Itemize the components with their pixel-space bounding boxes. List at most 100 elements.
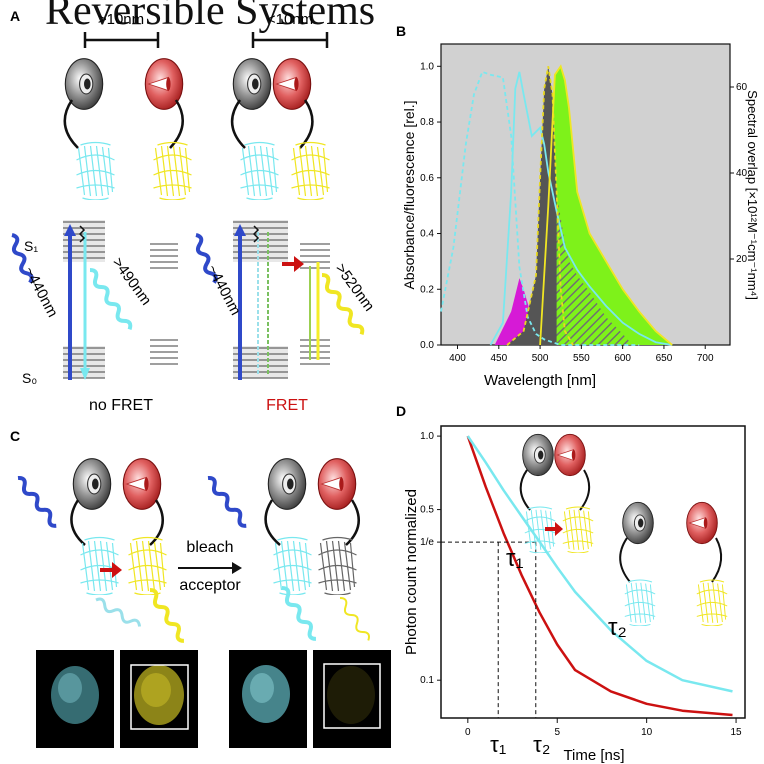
- panel-d: D 0 5 10 15 1.0 0.5 1/e 0.1 Time [ns] Photon c…: [396, 403, 746, 764]
- panel-b: B 400 450 500 550 600 650 700 0.0 0.2 0.4 0.6 0.8 1…: [396, 23, 760, 389]
- x-tick-label: 5: [554, 727, 560, 738]
- linker: [299, 99, 314, 149]
- panel-a-label: A: [10, 8, 20, 24]
- excitation-wavelength-left: ~440nm: [20, 264, 61, 320]
- bleach-label: bleach: [186, 539, 233, 556]
- y-tick-label: 0.0: [420, 340, 434, 351]
- bleach-arrowhead: [232, 562, 242, 574]
- cfp-protein-icon: [239, 141, 280, 200]
- distance-near-label: <10nm: [267, 11, 313, 28]
- relaxation-squiggle: [78, 225, 86, 243]
- caption-fret: FRET: [266, 397, 308, 414]
- distance-bar-near: [251, 32, 329, 48]
- acceptor-cone-icon: [554, 433, 586, 477]
- donor-ring-icon: [622, 501, 654, 545]
- bleached-yfp-protein-icon: [317, 536, 358, 595]
- decay-y-axis-label: Photon count normalized: [403, 489, 420, 655]
- s0-label: S₀: [22, 370, 37, 386]
- linker: [70, 499, 86, 546]
- linker: [619, 537, 631, 583]
- excitation-arrowhead: [64, 224, 76, 236]
- tau2-axis-marker: τ₂: [533, 732, 550, 757]
- linker: [579, 469, 591, 511]
- decay-plot-area: [440, 425, 746, 719]
- donor-ring-icon: [522, 433, 554, 477]
- linker: [345, 499, 360, 546]
- x-tick-label: 600: [614, 353, 631, 364]
- cfp-protein-icon: [75, 141, 116, 200]
- acceptor-emission-wave: [149, 588, 185, 643]
- emission-wavelength-left: >490nm: [109, 254, 155, 308]
- y-tick-label: 1.0: [420, 431, 434, 442]
- y-tick-label: 0.8: [420, 117, 434, 128]
- distance-bar-far: [83, 32, 160, 48]
- excitation-wave: [11, 233, 34, 284]
- fret-transfer-arrow: [100, 562, 122, 578]
- donor-absorption-curve: [440, 70, 640, 346]
- spectra-y2-axis-label: Spectral overlap [×10¹²M⁻¹cm⁻¹nm⁴]: [745, 90, 760, 300]
- panel-c: C bleach acceptor: [10, 428, 391, 748]
- figure-title: Reversible Systems: [45, 0, 375, 34]
- decay-curve-no-fret: [466, 435, 733, 693]
- x-tick-label: 450: [490, 353, 507, 364]
- x-tick-label: 0: [465, 727, 471, 738]
- yfp-protein-icon: [127, 536, 168, 595]
- linker: [149, 499, 164, 546]
- y2-tick-label: 40: [736, 168, 748, 179]
- x-tick-label: 700: [697, 353, 714, 364]
- energy-levels-acceptor-right: [300, 243, 330, 365]
- acceptor-label: acceptor: [179, 577, 241, 594]
- spectral-overlap-area: [556, 191, 633, 345]
- linker: [231, 99, 246, 149]
- y2-tick-label: 20: [736, 254, 748, 265]
- linker: [169, 99, 184, 149]
- y-tick-label: 0.1: [420, 675, 434, 686]
- x-tick-label: 15: [730, 727, 742, 738]
- y-tick-label: 1/e: [420, 537, 434, 548]
- y-tick-label: 0.6: [420, 173, 434, 184]
- linker: [711, 537, 723, 583]
- panel-a: A >10nm <10nm: [10, 8, 378, 414]
- x-tick-label: 400: [449, 353, 466, 364]
- y-tick-label: 0.2: [420, 284, 434, 295]
- donor-emission-curve: [489, 71, 673, 346]
- fret-transfer-arrow: [545, 522, 563, 536]
- fret-transfer-arrow: [282, 256, 304, 272]
- donor-emission-wave: [281, 586, 317, 641]
- yfp-protein-icon: [290, 141, 331, 200]
- yfp-protein-icon: [152, 141, 193, 200]
- donor-ring-icon: [72, 458, 112, 510]
- donor-emission-wave: [95, 597, 142, 627]
- y2-tick-label: 60: [736, 82, 748, 93]
- x-tick-label: 650: [656, 353, 673, 364]
- y-tick-label: 0.5: [420, 505, 434, 516]
- bleach-roi: [323, 663, 381, 729]
- acceptor-emission-wave: [339, 597, 370, 641]
- energy-levels-acceptor-left: [150, 243, 178, 365]
- donor-ring-icon: [267, 458, 307, 510]
- cell-nucleus: [327, 666, 375, 724]
- tau2-label: τ₂: [608, 614, 627, 641]
- excitation-arrowhead: [234, 224, 246, 236]
- acceptor-emission-wave: [321, 273, 365, 336]
- acceptor-cone-icon: [317, 458, 357, 510]
- emission-arrowhead: [80, 368, 90, 380]
- excitation-wave: [207, 475, 247, 528]
- spectra-y-axis-label: Absorbance/fluorescence [rel.]: [401, 100, 417, 289]
- linker: [63, 99, 79, 149]
- tau1-label: τ₁: [506, 545, 524, 572]
- acceptor-cone-icon: [122, 458, 162, 510]
- emission-wave: [89, 268, 133, 331]
- acceptor-cone-icon: [686, 501, 718, 545]
- distance-far-label: >10nm: [98, 11, 144, 28]
- decay-x-axis-label: Time [ns]: [563, 747, 624, 764]
- x-tick-label: 500: [532, 353, 549, 364]
- x-tick-label: 10: [641, 727, 653, 738]
- excitation-wave: [17, 475, 57, 528]
- cfp-protein-icon: [272, 536, 313, 595]
- y-tick-label: 0.4: [420, 229, 434, 240]
- x-tick-label: 550: [573, 353, 590, 364]
- energy-levels-donor-right: [233, 220, 288, 379]
